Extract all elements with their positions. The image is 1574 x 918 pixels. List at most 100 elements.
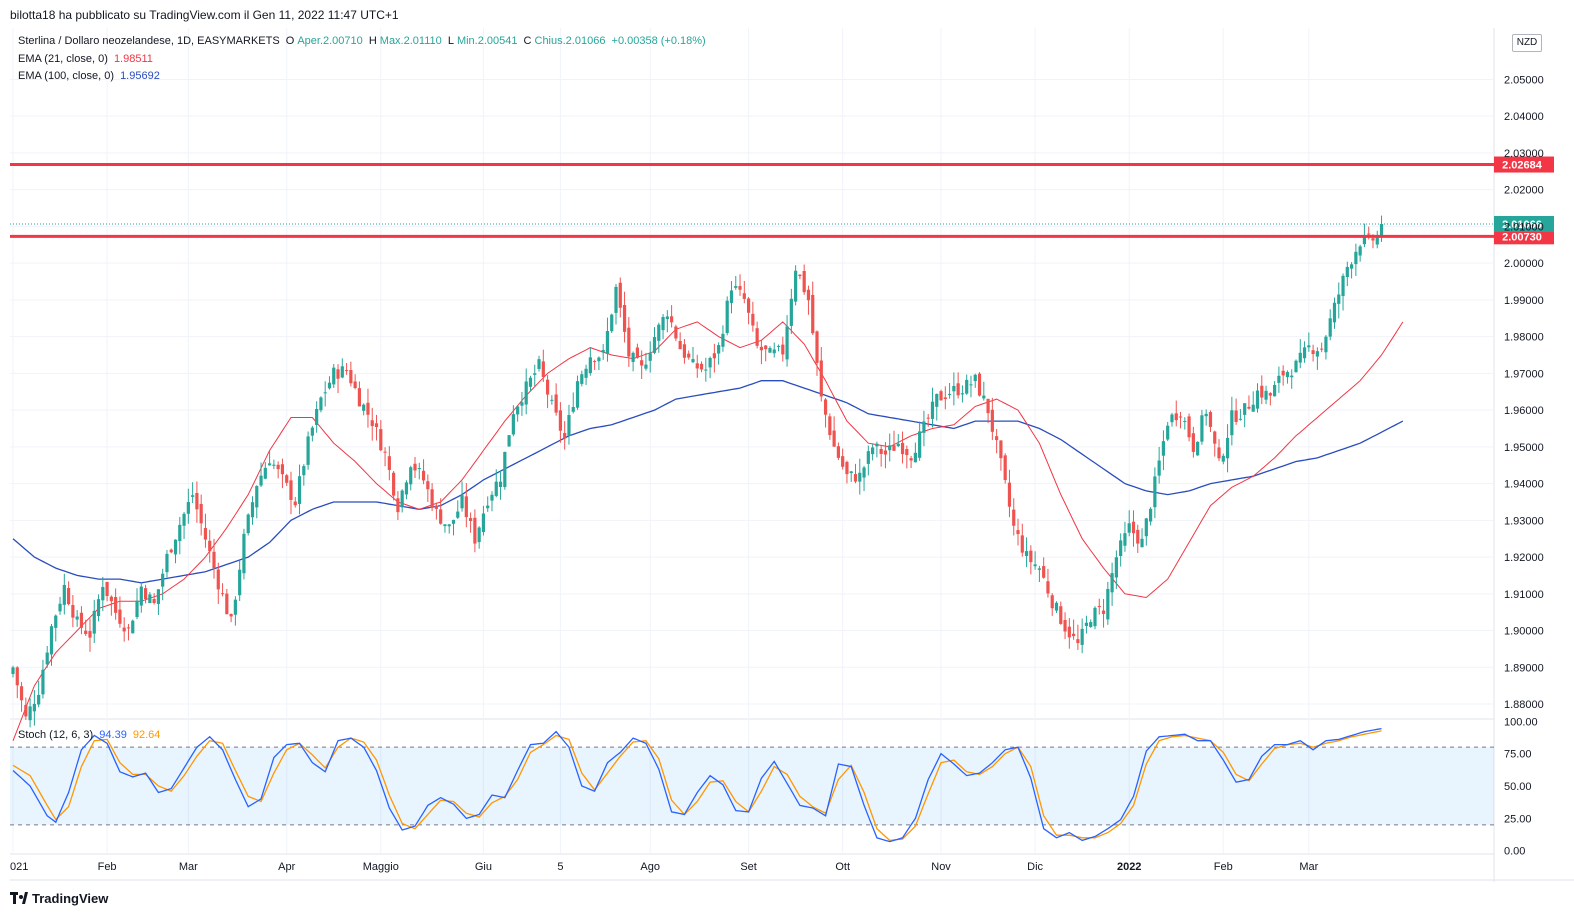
candle-body (1084, 622, 1089, 626)
candle-body (357, 388, 362, 407)
candle-body (1341, 275, 1345, 296)
candle-body (404, 482, 409, 495)
candle-body (1298, 352, 1302, 363)
tradingview-logo[interactable]: TradingView (10, 891, 108, 906)
candle-body (1277, 375, 1281, 383)
candle-body (1302, 347, 1307, 359)
currency-badge[interactable]: NZD (1512, 34, 1542, 52)
candle-body (1114, 557, 1118, 578)
legend-stoch-row[interactable]: Stoch (12, 6, 3) 94.39 92.64 (18, 729, 163, 741)
candle-body (439, 509, 443, 524)
time-tick-label: Feb (98, 861, 117, 873)
candle-body (635, 347, 639, 358)
candle-body (276, 464, 280, 470)
candle-body (199, 503, 203, 524)
candle-body (545, 379, 550, 395)
legend-symbol-row: Sterlina / Dollaro neozelandese, 1D, EAS… (18, 35, 709, 47)
candle-body (233, 599, 237, 615)
candle-body (336, 369, 340, 379)
candle-body (1375, 236, 1379, 245)
ema21-value: 1.98511 (113, 53, 153, 65)
candle-body (242, 533, 246, 574)
candle-body (225, 593, 229, 615)
candle-body (717, 345, 721, 354)
candle-body (19, 686, 24, 701)
candle-body (734, 286, 738, 288)
symbol-name[interactable]: Sterlina / Dollaro neozelandese, 1D, EAS… (18, 35, 280, 47)
candle-body (370, 420, 374, 427)
candle-body (392, 472, 396, 496)
price-tick-label: 1.89000 (1504, 662, 1544, 674)
close-label: C (523, 35, 532, 47)
ema21-line (12, 321, 1404, 741)
candle-body (836, 446, 840, 458)
candle-body (798, 274, 802, 277)
candle-body (139, 586, 143, 606)
candle-body (84, 630, 88, 635)
time-tick-label: Mar (179, 861, 198, 873)
candle-body (135, 600, 139, 618)
stoch-k-value: 94.39 (99, 729, 127, 741)
candle-body (302, 466, 306, 476)
candle-body (220, 593, 225, 595)
candle-body (379, 429, 383, 451)
candle-body (605, 331, 610, 354)
candle-body (982, 395, 986, 399)
candle-body (597, 357, 601, 362)
candle-body (327, 382, 332, 389)
candle-body (678, 340, 682, 350)
candle-body (1251, 404, 1255, 412)
candle-body (853, 474, 858, 482)
candle-body (742, 293, 746, 299)
candle-body (1046, 581, 1050, 594)
ema100-line (12, 380, 1404, 584)
candle-body (999, 440, 1003, 459)
stoch-label: Stoch (12, 6, 3) (18, 729, 94, 741)
level-price-label: 2.02684 (1502, 160, 1543, 172)
candle-body (969, 384, 973, 386)
price-tick-label: 1.90000 (1504, 626, 1544, 638)
candle-body (263, 467, 267, 479)
candle-body (152, 599, 156, 604)
candle-body (426, 481, 430, 490)
candle-body (952, 385, 956, 392)
candle-body (973, 374, 977, 382)
candle-body (1281, 370, 1285, 376)
candle-body (631, 352, 635, 362)
candle-body (96, 599, 101, 617)
candle-body (310, 427, 314, 436)
candle-body (986, 398, 990, 414)
candle-body (841, 456, 845, 467)
legend-ema100-row[interactable]: EMA (100, close, 0) 1.95692 (18, 70, 163, 82)
legend-ema21-row[interactable]: EMA (21, close, 0) 1.98511 (18, 53, 156, 65)
candle-body (118, 609, 122, 624)
candle-body (1255, 390, 1260, 409)
time-tick-label: Giu (475, 861, 492, 873)
candle-body (490, 494, 494, 501)
candle-body (1213, 431, 1217, 444)
candle-body (1191, 433, 1195, 452)
candle-body (507, 435, 511, 447)
change-value: +0.00358 (+0.18%) (611, 35, 706, 47)
candle-body (648, 353, 652, 361)
candle-body (815, 331, 819, 363)
candle-body (421, 470, 426, 481)
candle-body (195, 492, 199, 510)
candle-body (293, 501, 297, 506)
candle-body (92, 610, 96, 634)
candle-body (618, 282, 622, 308)
candle-body (725, 300, 729, 334)
candle-body (1332, 302, 1337, 323)
candle-body (498, 481, 503, 487)
candle-body (32, 703, 36, 712)
level-price-label-bg (1494, 228, 1554, 245)
candle-body (550, 399, 554, 401)
candle-body (434, 505, 438, 509)
time-tick-label: Ago (640, 861, 660, 873)
candle-body (990, 409, 994, 432)
candle-body (88, 631, 92, 638)
close-value: Chius.2.01066 (534, 35, 606, 47)
candle-body (1166, 425, 1170, 440)
brand-name: TradingView (32, 891, 109, 906)
